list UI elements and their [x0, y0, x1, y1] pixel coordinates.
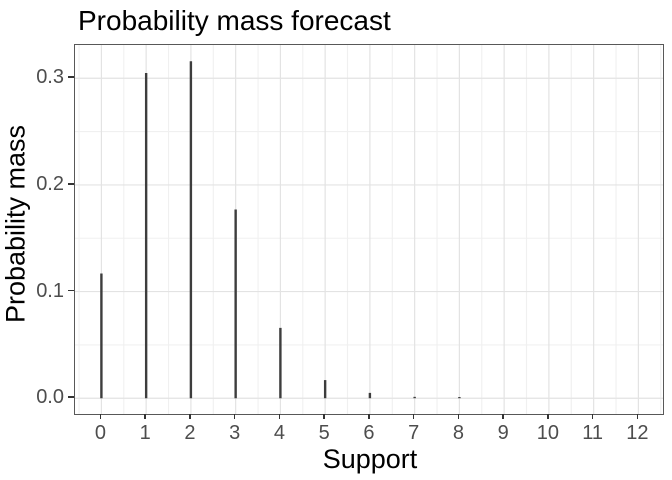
x-tick-label: 5: [318, 422, 330, 444]
x-tick-label: 10: [536, 422, 559, 444]
x-tick-mark: [278, 414, 281, 419]
x-tick-label: 0: [94, 422, 106, 444]
pmf-spikes-plot: [75, 45, 663, 414]
x-tick-mark: [502, 414, 504, 419]
x-tick-mark: [189, 414, 191, 419]
y-tick-label: 0.1: [36, 279, 64, 302]
y-tick-label: 0.2: [36, 172, 64, 195]
y-tick-label: 0.0: [36, 386, 64, 409]
x-tick-label: 11: [582, 422, 604, 444]
plot-panel: [74, 44, 664, 415]
x-tick-label: 1: [139, 422, 151, 444]
x-tick-mark: [99, 414, 102, 419]
x-tick-mark: [636, 414, 639, 419]
x-tick-label: 3: [229, 422, 241, 444]
x-tick-label: 4: [273, 422, 285, 444]
y-tick-mark: [68, 396, 74, 398]
y-tick-mark: [68, 183, 74, 185]
x-tick-label: 2: [184, 422, 196, 444]
x-tick-mark: [233, 414, 236, 419]
x-tick-mark: [368, 414, 370, 419]
x-tick-label: 12: [626, 422, 649, 444]
x-tick-mark: [144, 414, 146, 419]
x-axis-title: Support: [322, 444, 418, 474]
x-tick-label: 9: [497, 422, 509, 444]
x-tick-mark: [547, 414, 549, 419]
chart-title: Probability mass forecast: [78, 5, 391, 36]
y-tick-mark: [68, 76, 74, 79]
y-tick-mark: [68, 289, 74, 292]
x-tick-mark: [323, 414, 325, 419]
x-tick-mark: [591, 414, 594, 419]
x-tick-label: 7: [408, 422, 420, 444]
x-tick-label: 6: [363, 422, 375, 444]
y-tick-label: 0.3: [36, 66, 64, 89]
x-tick-mark: [457, 414, 460, 419]
x-tick-label: 8: [452, 422, 464, 444]
x-tick-mark: [412, 414, 415, 419]
